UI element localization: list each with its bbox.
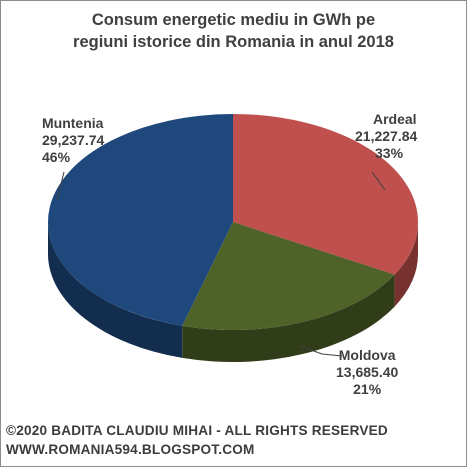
label-moldova: Moldova 13,685.40 21% [336,347,398,398]
label-muntenia-name: Muntenia [42,115,104,131]
pie-side-muntenia [48,222,183,358]
leader-line-muntenia [56,171,65,201]
label-ardeal: Ardeal 21,227.84 33% [355,111,417,162]
pie-slice-muntenia [48,114,233,326]
leader-line-ardeal [371,171,386,191]
label-ardeal-value: 21,227.84 [355,128,418,144]
label-muntenia-percent: 46% [42,149,71,165]
label-muntenia-value: 29,237.74 [42,132,105,148]
pie-side-ardeal [394,222,418,307]
pie-slice-ardeal [233,114,418,275]
pie-side-moldova [182,274,395,362]
label-moldova-name: Moldova [338,347,396,363]
pie-slice-moldova [182,222,395,330]
chart-title: Consum energetic mediu in GWh pe regiuni… [0,9,467,53]
footer: ©2020 BADITA CLAUDIU MIHAI - ALL RIGHTS … [6,421,388,459]
label-ardeal-name: Ardeal [373,111,417,127]
label-ardeal-percent: 33% [375,145,404,161]
leader-line-moldova [299,345,343,357]
chart-title-line-1: Consum energetic mediu in GWh pe [91,11,376,29]
label-moldova-percent: 21% [353,381,382,397]
chart-title-line-2: regiuni istorice din Romania in anul 201… [73,33,394,51]
label-moldova-value: 13,685.40 [336,364,399,380]
footer-website: WWW.ROMANIA594.BLOGSPOT.COM [6,442,255,457]
label-muntenia: Muntenia 29,237.74 46% [42,115,104,166]
footer-copyright: ©2020 BADITA CLAUDIU MIHAI - ALL RIGHTS … [6,423,388,438]
